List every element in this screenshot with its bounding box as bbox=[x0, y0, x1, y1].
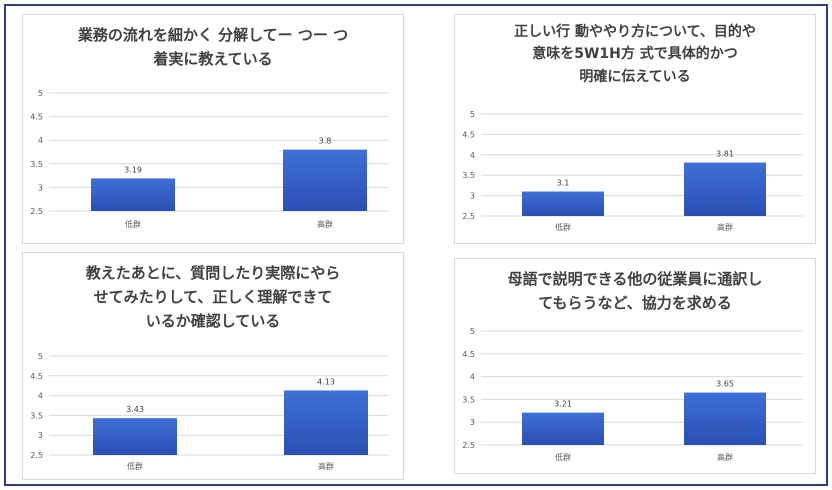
bar-chart-4: 2.5 3 3.5 4 4.5 5 3.21 低群 3.65 高群 bbox=[462, 327, 803, 462]
chart-panel-4: 母語で説明できる他の従業員に通訳し てもらうなど、協力を求める 2.5 3 3.5 4… bbox=[454, 258, 816, 474]
y-tick-label: 4.5 bbox=[30, 113, 43, 122]
chart-title: 正しい行 動ややり方について、目的や 意味を5W1H方 式で具体的かつ 明確に伝… bbox=[514, 24, 756, 85]
y-tick-label: 2.5 bbox=[462, 212, 475, 221]
data-label: 3.1 bbox=[557, 179, 570, 188]
y-tick-label: 3.5 bbox=[30, 160, 43, 169]
data-label: 3.19 bbox=[124, 165, 142, 174]
x-tick-label: 低群 bbox=[555, 222, 571, 232]
bar bbox=[93, 418, 177, 455]
y-tick-label: 5 bbox=[470, 327, 475, 336]
y-tick-label: 3 bbox=[470, 192, 475, 201]
bar bbox=[522, 191, 604, 216]
x-tick-label: 高群 bbox=[317, 219, 333, 229]
chart-panel-1: 業務の流れを細かく 分解してー つー つ 着実に教えている 2.5 3 3.5 4 4.… bbox=[22, 14, 404, 244]
y-tick-label: 4 bbox=[38, 136, 43, 145]
bar-chart-3: 2.5 3 3.5 4 4.5 5 3.43 低群 4.13 高群 bbox=[30, 352, 388, 471]
y-tick-label: 3 bbox=[38, 431, 43, 440]
y-tick-label: 4 bbox=[470, 151, 475, 160]
bar bbox=[684, 162, 766, 216]
y-tick-label: 4 bbox=[470, 373, 475, 382]
bar bbox=[284, 390, 368, 455]
y-tick-label: 3 bbox=[470, 418, 475, 427]
x-tick-label: 高群 bbox=[717, 452, 733, 462]
bar bbox=[283, 149, 367, 211]
bar bbox=[91, 178, 175, 211]
x-tick-label: 低群 bbox=[127, 461, 143, 471]
y-tick-label: 2.5 bbox=[30, 207, 43, 216]
y-tick-label: 2.5 bbox=[30, 451, 43, 460]
y-tick-label: 3.5 bbox=[30, 411, 43, 420]
y-tick-label: 4.5 bbox=[462, 350, 475, 359]
y-tick-label: 5 bbox=[38, 89, 43, 98]
bar bbox=[684, 392, 766, 445]
chart-title: 教えたあとに、質問したり実際にやら せてみたりして、正しく理解できて いるか確認… bbox=[85, 264, 341, 330]
data-label: 3.81 bbox=[716, 150, 734, 159]
x-tick-label: 低群 bbox=[125, 219, 141, 229]
y-tick-label: 4.5 bbox=[30, 372, 43, 381]
x-tick-label: 高群 bbox=[717, 222, 733, 232]
data-label: 4.13 bbox=[317, 377, 335, 386]
y-tick-label: 3.5 bbox=[462, 171, 475, 180]
y-tick-label: 5 bbox=[38, 352, 43, 361]
chart-panel-3: 教えたあとに、質問したり実際にやら せてみたりして、正しく理解できて いるか確認… bbox=[22, 252, 404, 480]
y-tick-label: 4 bbox=[38, 392, 43, 401]
data-label: 3.8 bbox=[319, 137, 332, 146]
chart-panel-2: 正しい行 動ややり方について、目的や 意味を5W1H方 式で具体的かつ 明確に伝… bbox=[454, 14, 816, 244]
y-tick-label: 3 bbox=[38, 183, 43, 192]
chart-title: 業務の流れを細かく 分解してー つー つ 着実に教えている bbox=[77, 26, 349, 68]
y-tick-label: 3.5 bbox=[462, 395, 475, 404]
data-label: 3.65 bbox=[716, 380, 734, 389]
data-label: 3.21 bbox=[554, 400, 572, 409]
y-tick-label: 2.5 bbox=[462, 441, 475, 450]
y-tick-label: 4.5 bbox=[462, 130, 475, 139]
bar bbox=[522, 412, 604, 445]
data-label: 3.43 bbox=[126, 405, 144, 414]
chart-title: 母語で説明できる他の従業員に通訳し てもらうなど、協力を求める bbox=[507, 270, 763, 312]
x-tick-label: 低群 bbox=[555, 452, 571, 462]
x-tick-label: 高群 bbox=[318, 461, 334, 471]
bar-chart-1: 2.5 3 3.5 4 4.5 5 3.19 低群 3.8 高群 bbox=[30, 89, 388, 229]
bar-chart-2: 2.5 3 3.5 4 4.5 5 3.1 低群 3.81 高群 bbox=[462, 110, 803, 232]
y-tick-label: 5 bbox=[470, 110, 475, 119]
